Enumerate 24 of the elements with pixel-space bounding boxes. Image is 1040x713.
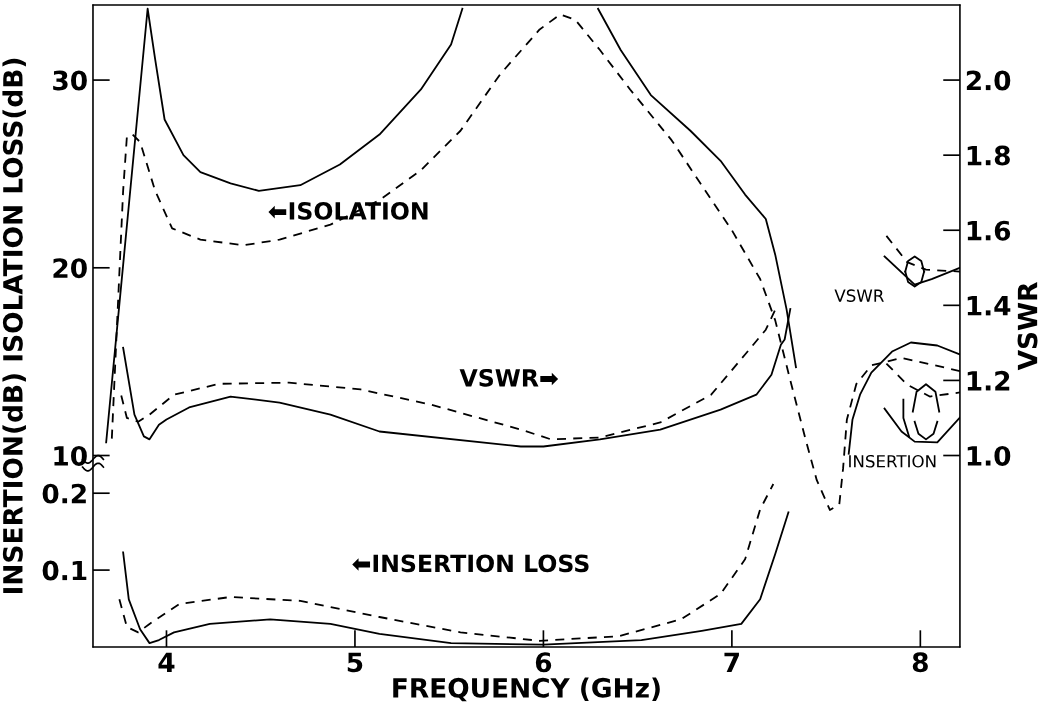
y2-tick-label: 2.0 (966, 70, 1011, 91)
x-tick-label: 5 (347, 652, 363, 673)
y2-tick-label: 1.8 (967, 145, 1010, 166)
x-axis-title: FREQUENCY (GHz) (393, 677, 660, 702)
y3-tick-label: 0.1 (42, 560, 87, 581)
y2-axis-title: VSWR (1017, 282, 1038, 371)
x-tick-label: 8 (912, 652, 928, 673)
y-tick-label: 10 (54, 445, 87, 466)
y3-tick-label: 0.2 (42, 483, 86, 504)
annotation: ⬅ISOLATION (268, 201, 428, 220)
annotation: INSERTION (849, 454, 936, 468)
y-tick-label: 20 (53, 258, 87, 279)
y2-tick-label: 1.0 (967, 445, 1011, 466)
y2-tick-label: 1.4 (967, 296, 1011, 316)
x-tick-label: 7 (724, 652, 739, 672)
x-tick-label: 6 (535, 652, 552, 673)
x-tick-label: 4 (158, 652, 175, 672)
y-axis-title: INSERTION(dB) ISOLATION LOSS(dB) (2, 58, 26, 594)
y2-tick-label: 1.6 (967, 220, 1011, 241)
annotation: VSWR (834, 289, 884, 302)
annotation: ⬅INSERTION LOSS (352, 554, 589, 573)
annotation: VSWR➡ (459, 368, 559, 387)
y2-tick-label: 1.2 (967, 370, 1010, 391)
y-tick-label: 30 (53, 70, 87, 91)
